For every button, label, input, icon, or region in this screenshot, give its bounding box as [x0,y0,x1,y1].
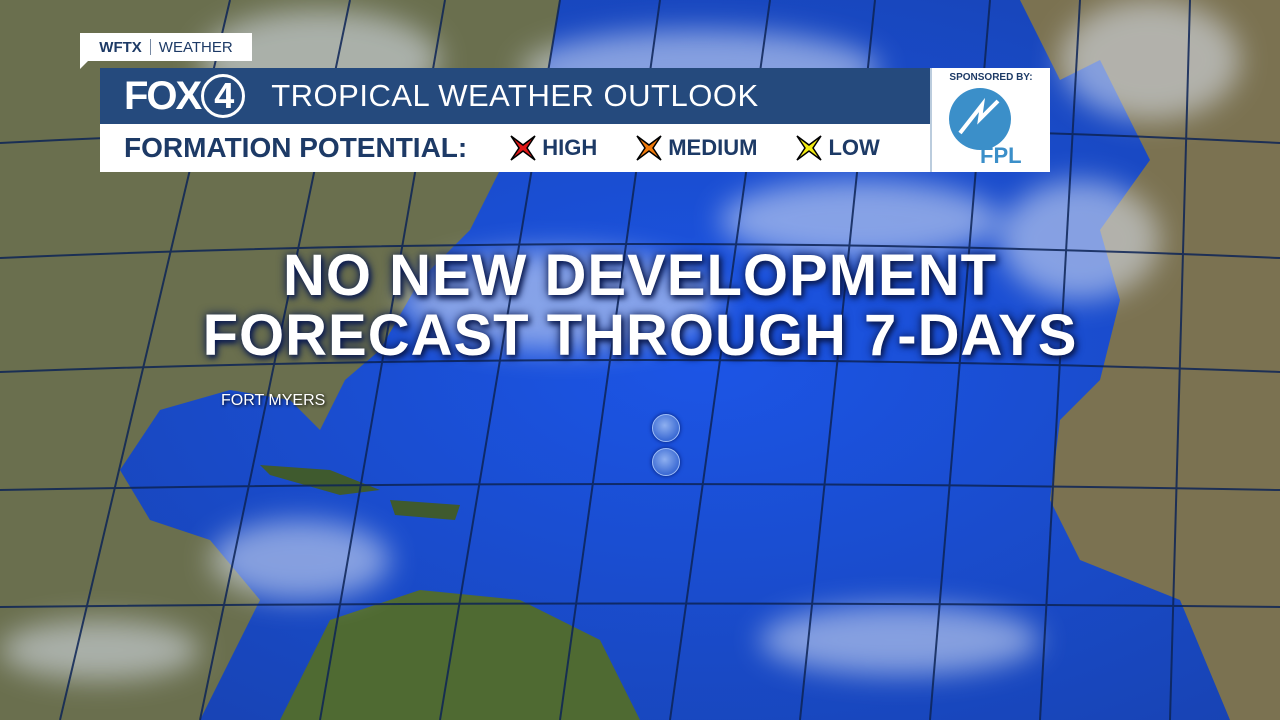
legend-item-high: HIGH [507,132,597,164]
fox4-logo: FOX 4 [124,73,246,119]
map-marker [652,448,680,476]
station-section: WEATHER [158,38,233,56]
divider [149,39,151,55]
caribbean-islands [260,465,460,520]
legend-item-label: LOW [828,135,880,160]
sponsor-box: SPONSORED BY: FPL [930,68,1050,172]
page-title: TROPICAL WEATHER OUTLOOK [271,78,759,113]
sponsor-label: SPONSORED BY: [949,72,1033,83]
land-europe-africa [1020,0,1280,720]
x-mark-icon [510,135,536,161]
headline-line-1: NO NEW DEVELOPMENT [282,243,998,308]
formation-legend: FORMATION POTENTIAL: HIGH MEDIUM LOW [100,124,930,172]
station-bug: WFTX WEATHER [80,33,252,61]
bug-tail [80,61,88,69]
logo-number: 4 [201,74,246,118]
city-label: FORT MYERS [221,392,326,409]
land-south-america [280,590,640,720]
fpl-logo: FPL [949,88,1022,168]
x-mark-icon [636,135,662,161]
legend-item-low: LOW [793,132,880,164]
sponsor-name: FPL [980,143,1022,167]
title-bar: FOX 4 TROPICAL WEATHER OUTLOOK [100,68,930,124]
land-north-america [0,0,560,720]
legend-item-label: MEDIUM [668,135,758,160]
x-mark-icon [796,135,823,161]
headline-line-2: FORECAST THROUGH 7-DAYS [202,303,1078,368]
logo-text: FOX [124,73,202,118]
legend-label: FORMATION POTENTIAL: [124,132,468,163]
station-call-sign: WFTX [99,38,142,56]
legend-item-label: HIGH [542,135,598,160]
legend-item-medium: MEDIUM [633,132,757,164]
map-marker [652,414,680,442]
